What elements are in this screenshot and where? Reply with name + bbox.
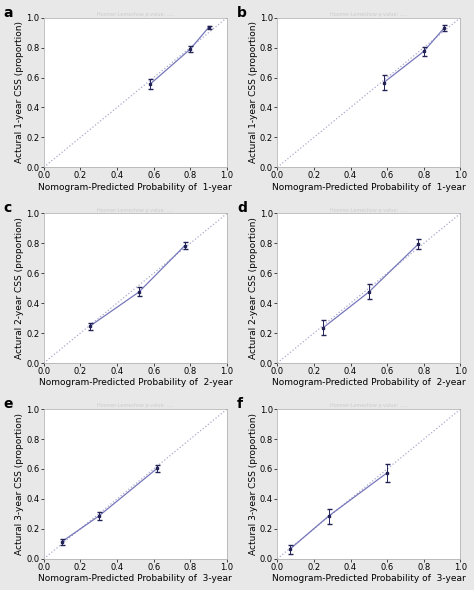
Y-axis label: Actural 1-year CSS (proportion): Actural 1-year CSS (proportion): [249, 21, 258, 163]
Y-axis label: Actural 2-year CSS (proportion): Actural 2-year CSS (proportion): [249, 217, 258, 359]
Text: Hosmer-Lemeshow p-value: .....: Hosmer-Lemeshow p-value: .....: [330, 404, 408, 408]
Y-axis label: Actural 3-year CSS (proportion): Actural 3-year CSS (proportion): [249, 413, 258, 555]
Text: a: a: [3, 6, 13, 19]
X-axis label: Nomogram-Predicted Probability of  1-year: Nomogram-Predicted Probability of 1-year: [272, 182, 466, 192]
Text: Hosmer-Lemeshow p-value: .....: Hosmer-Lemeshow p-value: .....: [330, 12, 408, 17]
Text: b: b: [237, 6, 247, 19]
Text: Hosmer-Lemeshow p-value: .....: Hosmer-Lemeshow p-value: .....: [330, 208, 408, 212]
Text: e: e: [3, 397, 13, 411]
Text: d: d: [237, 201, 247, 215]
Text: Hosmer-Lemeshow p-value: .....: Hosmer-Lemeshow p-value: .....: [97, 208, 174, 212]
Y-axis label: Actural 1-year CSS (proportion): Actural 1-year CSS (proportion): [15, 21, 24, 163]
X-axis label: Nomogram-Predicted Probability of  3-year: Nomogram-Predicted Probability of 3-year: [272, 574, 466, 583]
Text: Hosmer-Lemeshow p-value: .....: Hosmer-Lemeshow p-value: .....: [97, 404, 174, 408]
X-axis label: Nomogram-Predicted Probability of  2-year: Nomogram-Predicted Probability of 2-year: [272, 378, 465, 387]
X-axis label: Nomogram-Predicted Probability of  1-year: Nomogram-Predicted Probability of 1-year: [38, 182, 232, 192]
Text: f: f: [237, 397, 243, 411]
Text: Hosmer-Lemeshow p-value: .....: Hosmer-Lemeshow p-value: .....: [97, 12, 174, 17]
Text: c: c: [3, 201, 11, 215]
Y-axis label: Actural 2-year CSS (proportion): Actural 2-year CSS (proportion): [15, 217, 24, 359]
X-axis label: Nomogram-Predicted Probability of  2-year: Nomogram-Predicted Probability of 2-year: [38, 378, 232, 387]
X-axis label: Nomogram-Predicted Probability of  3-year: Nomogram-Predicted Probability of 3-year: [38, 574, 232, 583]
Y-axis label: Actural 3-year CSS (proportion): Actural 3-year CSS (proportion): [15, 413, 24, 555]
